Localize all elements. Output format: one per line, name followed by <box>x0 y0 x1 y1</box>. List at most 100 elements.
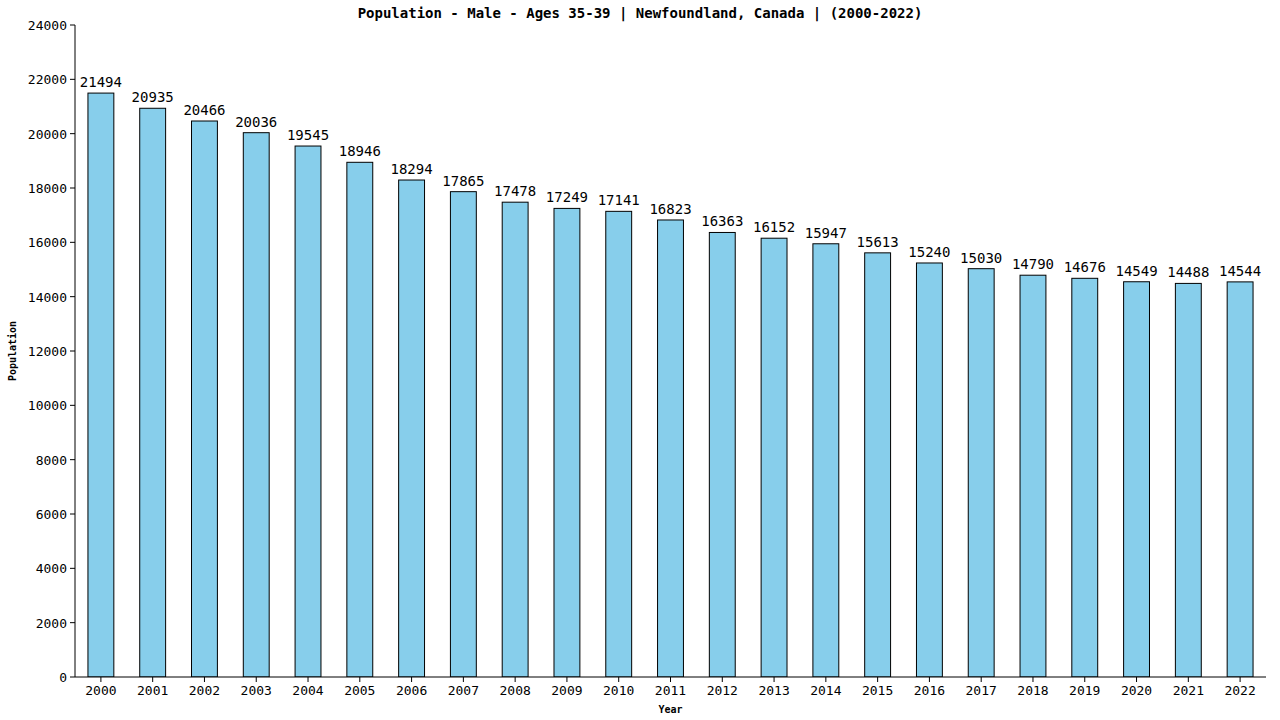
bar <box>192 121 218 677</box>
bar <box>243 133 269 677</box>
x-axis-label: Year <box>658 704 682 715</box>
data-label: 17478 <box>494 183 536 199</box>
x-tick <box>774 677 775 682</box>
x-tick <box>566 677 567 682</box>
y-tick <box>70 677 75 678</box>
y-tick-label: 24000 <box>28 18 67 33</box>
x-tick-label: 2011 <box>655 683 686 698</box>
bar <box>554 208 580 677</box>
y-tick <box>70 622 75 623</box>
data-label: 18946 <box>339 143 381 159</box>
data-label: 21494 <box>80 74 122 90</box>
x-tick-label: 2004 <box>292 683 323 698</box>
data-label: 18294 <box>391 161 433 177</box>
background <box>0 0 1280 720</box>
bar <box>1227 282 1253 677</box>
bar <box>1175 283 1201 677</box>
y-tick-label: 10000 <box>28 398 67 413</box>
bar <box>347 162 373 677</box>
data-label: 16823 <box>649 201 691 217</box>
x-tick <box>1084 677 1085 682</box>
x-tick-label: 2000 <box>85 683 116 698</box>
data-label: 14488 <box>1167 264 1209 280</box>
x-tick-label: 2009 <box>551 683 582 698</box>
x-tick-label: 2002 <box>189 683 220 698</box>
y-tick-label: 8000 <box>36 453 67 468</box>
y-tick-label: 20000 <box>28 127 67 142</box>
data-label: 20466 <box>183 102 225 118</box>
x-tick <box>825 677 826 682</box>
y-tick <box>70 133 75 134</box>
x-tick <box>515 677 516 682</box>
x-tick-label: 2008 <box>499 683 530 698</box>
x-tick-label: 2005 <box>344 683 375 698</box>
y-tick <box>70 459 75 460</box>
data-label: 14544 <box>1219 263 1261 279</box>
y-tick <box>70 405 75 406</box>
bar <box>865 253 891 677</box>
data-label: 15947 <box>805 225 847 241</box>
data-label: 20036 <box>235 114 277 130</box>
data-label: 20935 <box>132 89 174 105</box>
x-tick-label: 2021 <box>1173 683 1204 698</box>
y-tick <box>70 188 75 189</box>
x-tick <box>618 677 619 682</box>
bar <box>1020 275 1046 677</box>
data-label: 15240 <box>908 244 950 260</box>
bars <box>88 93 1253 677</box>
x-tick <box>359 677 360 682</box>
x-tick-label: 2001 <box>137 683 168 698</box>
data-label: 16363 <box>701 213 743 229</box>
y-tick-label: 22000 <box>28 72 67 87</box>
x-tick-label: 2015 <box>862 683 893 698</box>
data-label: 17865 <box>442 173 484 189</box>
x-tick-label: 2017 <box>966 683 997 698</box>
chart: Population - Male - Ages 35-39 | Newfoun… <box>0 0 1280 720</box>
x-tick <box>463 677 464 682</box>
x-tick-label: 2016 <box>914 683 945 698</box>
bar <box>1072 278 1098 677</box>
y-tick <box>70 568 75 569</box>
x-tick <box>411 677 412 682</box>
bar <box>709 232 735 677</box>
x-tick <box>722 677 723 682</box>
y-tick <box>70 296 75 297</box>
bar <box>761 238 787 677</box>
y-tick <box>70 351 75 352</box>
y-tick <box>70 514 75 515</box>
y-tick-label: 6000 <box>36 507 67 522</box>
bar <box>450 192 476 677</box>
x-tick-label: 2020 <box>1121 683 1152 698</box>
data-label: 15030 <box>960 250 1002 266</box>
x-tick <box>152 677 153 682</box>
bar <box>295 146 321 677</box>
x-tick <box>256 677 257 682</box>
x-tick-label: 2006 <box>396 683 427 698</box>
data-label: 14549 <box>1115 263 1157 279</box>
x-tick <box>204 677 205 682</box>
x-tick <box>981 677 982 682</box>
x-tick <box>308 677 309 682</box>
x-tick <box>929 677 930 682</box>
x-tick-label: 2013 <box>758 683 789 698</box>
bar <box>606 211 632 677</box>
bar <box>916 263 942 677</box>
title: Population - Male - Ages 35-39 | Newfoun… <box>358 5 923 22</box>
x-tick-label: 2007 <box>448 683 479 698</box>
x-tick <box>670 677 671 682</box>
y-tick-label: 14000 <box>28 290 67 305</box>
data-label: 17249 <box>546 189 588 205</box>
data-label: 16152 <box>753 219 795 235</box>
x-tick-label: 2012 <box>707 683 738 698</box>
x-tick <box>100 677 101 682</box>
y-tick-label: 18000 <box>28 181 67 196</box>
bar <box>88 93 114 677</box>
x-tick <box>1188 677 1189 682</box>
data-label: 19545 <box>287 127 329 143</box>
y-tick <box>70 242 75 243</box>
x-tick <box>1032 677 1033 682</box>
x-tick-label: 2019 <box>1069 683 1100 698</box>
y-tick-label: 4000 <box>36 561 67 576</box>
x-tick-label: 2022 <box>1224 683 1255 698</box>
y-tick-label: 16000 <box>28 235 67 250</box>
